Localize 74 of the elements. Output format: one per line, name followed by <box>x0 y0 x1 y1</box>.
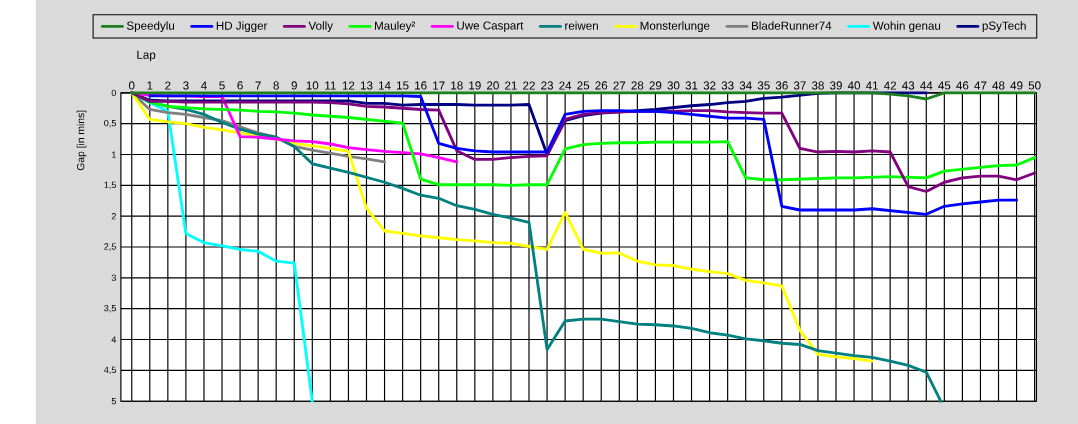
x-tick-label: 46 <box>956 81 969 90</box>
x-tick-label: 24 <box>559 81 572 90</box>
legend-label: HD Jigger <box>216 21 268 32</box>
x-tick-label: 2 <box>165 81 171 90</box>
x-tick-label: 31 <box>685 81 698 90</box>
x-tick-label: 27 <box>613 81 626 90</box>
x-tick-label: 6 <box>237 81 243 90</box>
x-tick-label: 5 <box>219 81 225 90</box>
x-tick-label: 44 <box>920 81 933 90</box>
y-tick-label: 2 <box>111 212 116 220</box>
x-tick-label: 50 <box>1028 81 1041 90</box>
x-tick-label: 14 <box>378 81 391 90</box>
legend-label: Speedylu <box>126 21 175 32</box>
legend-label: Volly <box>308 21 333 32</box>
x-tick-label: 26 <box>595 81 608 90</box>
legend-label: Monsterlunge <box>640 21 710 32</box>
x-tick-label: 15 <box>397 81 409 90</box>
x-tick-label: 0 <box>128 81 135 90</box>
x-tick-label: 47 <box>974 81 987 90</box>
x-tick-label: 18 <box>451 81 463 90</box>
x-tick-label: 28 <box>631 81 644 90</box>
legend-label: pSyTech <box>982 21 1026 32</box>
y-tick-label: 4,5 <box>104 366 116 374</box>
x-tick-label: 40 <box>847 81 861 90</box>
x-tick-label: 12 <box>342 81 355 90</box>
y-tick-label: 4 <box>111 336 117 343</box>
x-tick-label: 36 <box>775 81 788 90</box>
x-tick-label: 19 <box>469 81 481 90</box>
x-tick-label: 25 <box>577 81 590 90</box>
x-tick-label: 29 <box>649 81 662 90</box>
x-tick-label: 22 <box>523 81 535 90</box>
legend-label: Mauley² <box>375 21 416 32</box>
y-tick-label: 3,5 <box>104 304 116 313</box>
y-axis-title: Gap [in mins] <box>76 110 87 170</box>
legend-label: reiwen <box>565 21 598 30</box>
y-tick-label: 0 <box>111 89 116 96</box>
y-tick-label: 2,5 <box>104 243 116 251</box>
x-tick-label: 21 <box>505 81 517 90</box>
y-tick-label: 5 <box>111 397 116 405</box>
x-tick-label: 35 <box>757 81 770 90</box>
x-tick-label: 20 <box>487 81 499 90</box>
x-tick-label: 8 <box>273 81 279 90</box>
x-tick-label: 33 <box>721 81 734 90</box>
x-tick-label: 41 <box>865 81 878 90</box>
x-tick-label: 42 <box>883 81 897 90</box>
x-tick-label: 4 <box>201 81 207 90</box>
y-tick-label: 0,5 <box>104 119 116 128</box>
y-tick-label: 1 <box>112 151 116 158</box>
x-tick-label: 1 <box>147 81 153 90</box>
x-tick-label: 7 <box>255 81 261 90</box>
x-tick-label: 34 <box>739 81 752 90</box>
x-tick-label: 39 <box>829 81 842 90</box>
y-tick-label: 3 <box>111 274 116 281</box>
x-tick-label: 37 <box>793 81 806 90</box>
y-tick-label: 1,5 <box>104 181 116 189</box>
legend-label: Wohin genau <box>872 21 941 32</box>
x-tick-label: 43 <box>902 81 915 90</box>
x-tick-label: 30 <box>667 81 680 90</box>
x-tick-label: 13 <box>360 81 373 90</box>
x-tick-label: 11 <box>325 81 336 90</box>
legend-label: BladeRunner74 <box>752 21 832 30</box>
x-tick-label: 48 <box>992 81 1005 90</box>
x-tick-label: 16 <box>415 81 427 90</box>
x-tick-label: 49 <box>1010 81 1023 90</box>
x-tick-label: 10 <box>306 81 319 90</box>
legend-label: Uwe Caspart <box>457 21 524 32</box>
x-tick-label: 23 <box>541 81 554 90</box>
x-tick-label: 17 <box>433 81 445 90</box>
x-tick-label: 9 <box>291 81 297 90</box>
x-tick-label: 3 <box>183 81 189 90</box>
x-axis-title: Lap <box>137 50 156 61</box>
x-tick-label: 45 <box>938 81 951 90</box>
x-tick-label: 38 <box>811 81 824 90</box>
x-tick-label: 32 <box>703 81 716 90</box>
